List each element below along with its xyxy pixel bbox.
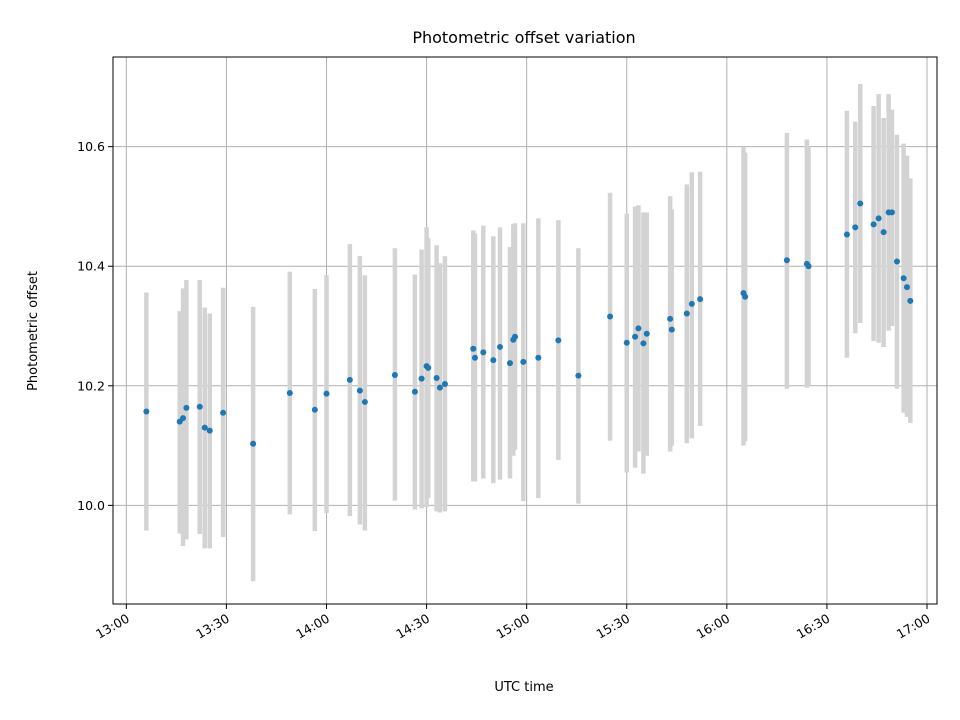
plot-area	[112, 56, 938, 605]
data-point	[250, 440, 257, 447]
data-points	[143, 200, 914, 447]
data-point	[361, 398, 368, 405]
data-point	[888, 209, 895, 216]
data-point	[496, 343, 503, 350]
data-point	[555, 337, 562, 344]
chart-title: Photometric offset variation	[412, 28, 635, 47]
data-point	[900, 275, 907, 282]
data-point	[433, 375, 440, 382]
x-tick-label: 16:30	[794, 611, 833, 642]
data-point	[632, 333, 639, 340]
data-point	[411, 388, 418, 395]
x-tick-label: 17:00	[894, 611, 933, 642]
data-point	[843, 231, 850, 238]
data-point	[391, 372, 398, 379]
data-point	[143, 408, 150, 415]
data-point	[346, 376, 353, 383]
data-point	[470, 345, 477, 352]
data-point	[907, 297, 914, 304]
data-point	[742, 293, 749, 300]
data-point	[471, 354, 478, 361]
data-point	[311, 406, 318, 413]
y-axis-ticks: 10.0 10.2 10.4 10.6	[77, 139, 113, 513]
data-point	[607, 313, 614, 320]
y-tick-label: 10.2	[77, 378, 105, 393]
data-point	[436, 384, 443, 391]
data-point	[643, 330, 650, 337]
data-point	[697, 296, 704, 303]
data-point	[220, 409, 227, 416]
data-point	[511, 333, 518, 340]
data-point	[640, 340, 647, 347]
y-tick-label: 10.4	[77, 259, 105, 274]
y-tick-label: 10.0	[77, 498, 105, 513]
x-tick-label: 13:30	[193, 611, 232, 642]
data-point	[893, 258, 900, 265]
data-point	[535, 354, 542, 361]
data-point	[668, 326, 675, 333]
data-point	[852, 224, 859, 231]
data-point	[183, 404, 190, 411]
data-point	[783, 257, 790, 264]
data-point	[688, 300, 695, 307]
data-point	[441, 381, 448, 388]
data-point	[857, 200, 864, 207]
data-point	[356, 387, 363, 394]
data-point	[425, 364, 432, 371]
x-tick-label: 16:00	[694, 611, 733, 642]
x-tick-label: 14:30	[393, 611, 432, 642]
data-point	[880, 229, 887, 236]
data-point	[870, 221, 877, 228]
error-bars	[144, 83, 913, 582]
data-point	[635, 325, 642, 332]
data-point	[206, 427, 213, 434]
data-point	[196, 403, 203, 410]
data-point	[418, 375, 425, 382]
data-point	[180, 415, 187, 422]
data-point	[903, 284, 910, 291]
data-point	[667, 315, 674, 322]
y-axis-label: Photometric offset	[26, 271, 41, 391]
data-point	[286, 389, 293, 396]
x-axis-label: UTC time	[494, 680, 553, 695]
data-point	[520, 358, 527, 365]
x-tick-label: 13:00	[93, 611, 132, 642]
x-tick-label: 15:30	[594, 611, 633, 642]
data-point	[480, 349, 487, 356]
data-point	[490, 357, 497, 364]
data-point	[201, 424, 208, 431]
x-tick-label: 15:00	[493, 611, 532, 642]
x-tick-label: 14:00	[293, 611, 332, 642]
y-tick-label: 10.6	[77, 139, 105, 154]
x-axis-ticks: 13:00 13:30 14:00 14:30 15:00 15:30 16:00 16:30…	[93, 604, 933, 642]
data-point	[875, 215, 882, 222]
data-point	[683, 310, 690, 317]
data-point	[805, 263, 812, 270]
data-point	[323, 390, 330, 397]
data-point	[623, 339, 630, 346]
data-point	[506, 360, 513, 367]
data-point	[575, 372, 582, 379]
